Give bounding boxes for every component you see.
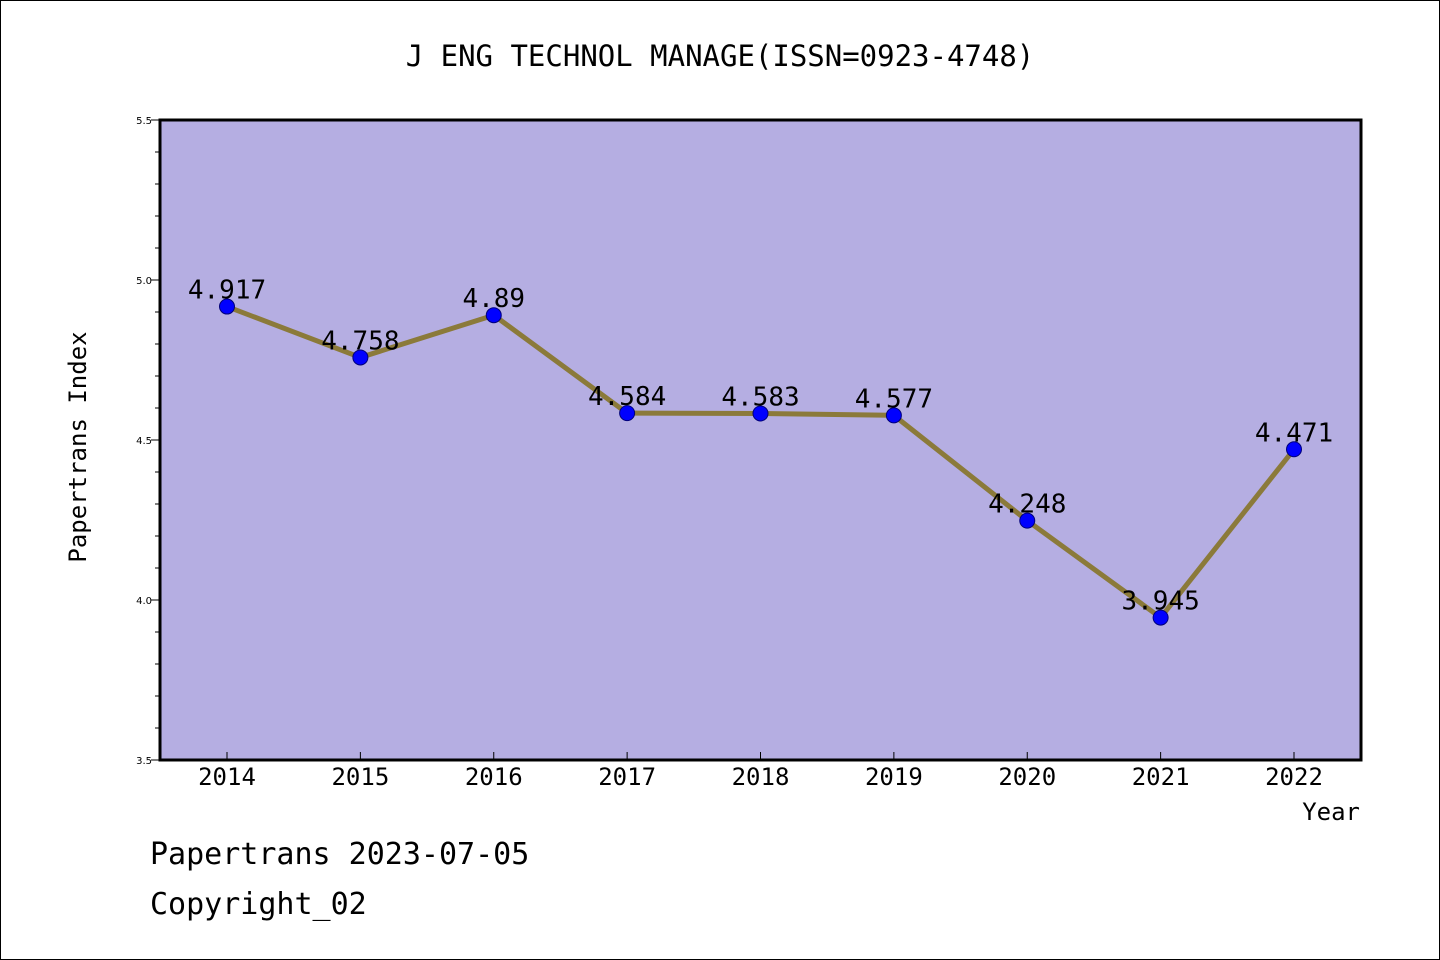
- data-label: 4.917: [188, 276, 266, 306]
- data-point-marker: [1019, 512, 1036, 529]
- chart-title: J ENG TECHNOL MANAGE(ISSN=0923-4748): [406, 39, 1035, 73]
- data-label: 3.945: [1121, 587, 1199, 617]
- x-tick-label: 2018: [732, 763, 790, 791]
- source-date-note: Papertrans 2023-07-05: [150, 837, 529, 872]
- data-point-marker: [1286, 441, 1302, 458]
- y-tick-label: 4.5: [136, 436, 152, 447]
- data-labels: 4.917 4.758 4.89 4.584 4.583 4.577 4.248 3.945 4…: [188, 276, 1333, 617]
- data-label: 4.248: [988, 490, 1066, 520]
- plot-area: [158, 118, 1363, 762]
- y-tick-label: 4.0: [136, 596, 152, 607]
- y-axis: 3.5 4.0 4.5 5.0 5.5: [136, 116, 160, 767]
- data-label: 4.577: [855, 384, 933, 414]
- x-tick-label: 2017: [598, 763, 656, 791]
- data-label: 4.471: [1255, 418, 1333, 448]
- x-tick-label: 2015: [331, 763, 389, 791]
- y-axis-label: Papertrans Index: [64, 331, 92, 562]
- x-tick-label: 2020: [998, 763, 1056, 791]
- copyright-note: Copyright_02: [150, 887, 367, 922]
- data-point-marker: [485, 307, 502, 324]
- data-label: 4.89: [462, 284, 525, 314]
- y-tick-label: 3.5: [136, 756, 152, 767]
- x-tick-label: 2014: [198, 763, 256, 791]
- y-tick-label: 5.0: [136, 276, 152, 287]
- data-point-marker: [219, 298, 235, 315]
- y-tick-label: 5.5: [136, 116, 152, 127]
- x-axis-label: Year: [1302, 798, 1360, 826]
- x-tick-label: 2019: [865, 763, 923, 791]
- data-point-marker: [1152, 609, 1169, 626]
- data-label: 4.584: [588, 382, 666, 412]
- data-point-marker: [885, 407, 902, 424]
- data-point-marker: [752, 405, 769, 422]
- data-point-marker: [619, 405, 636, 422]
- x-axis: 2014 2015 2016 2017 2018 2019 2020 2021 2022: [198, 752, 1323, 791]
- x-tick-label: 2016: [465, 763, 523, 791]
- x-tick-label: 2022: [1265, 763, 1323, 791]
- data-point-marker: [352, 349, 369, 366]
- data-markers: [219, 298, 1302, 626]
- x-tick-label: 2021: [1132, 763, 1190, 791]
- data-label: 4.758: [321, 326, 399, 356]
- data-label: 4.583: [721, 382, 799, 412]
